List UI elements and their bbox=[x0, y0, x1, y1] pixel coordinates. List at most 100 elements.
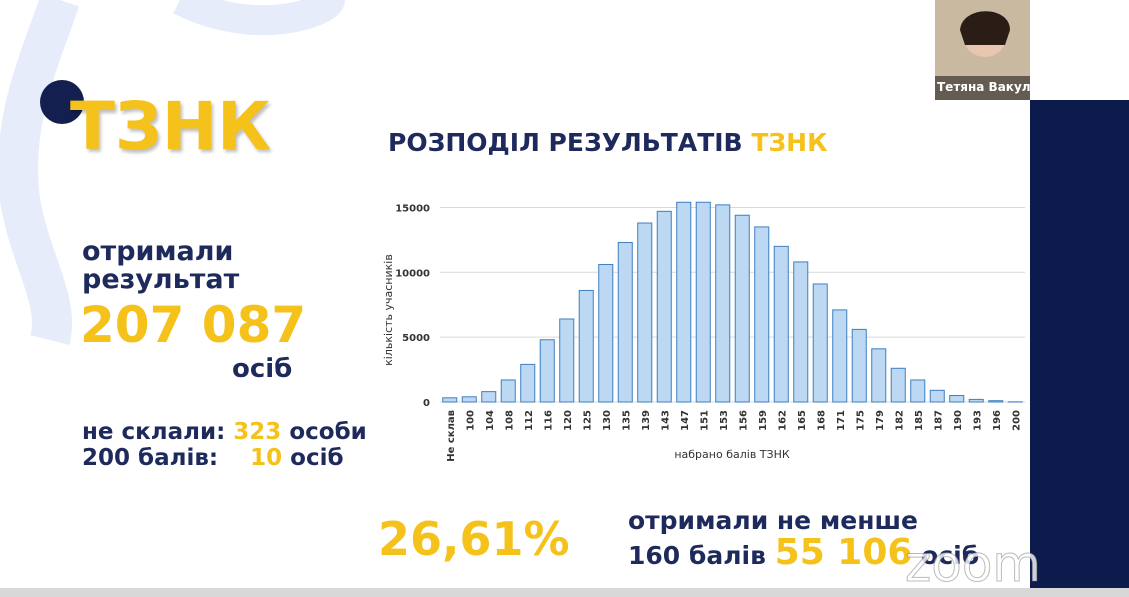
x-tick-label: 182 bbox=[894, 410, 905, 431]
name-bar bbox=[935, 76, 1030, 100]
presenter-hair bbox=[960, 11, 1010, 45]
bar bbox=[500, 379, 516, 403]
x-tick-label: 159 bbox=[758, 410, 769, 431]
text: не склали: 323 особи bbox=[82, 419, 367, 445]
x-tick-label: 185 bbox=[914, 410, 925, 431]
y-tick-label: 10000 bbox=[395, 268, 430, 279]
x-tick-label: 120 bbox=[563, 410, 574, 431]
bar bbox=[559, 318, 575, 403]
blank bbox=[1030, 0, 1129, 100]
x-tick-label: 171 bbox=[836, 410, 847, 431]
title: РОЗПОДІЛ РЕЗУЛЬТАТІВ bbox=[388, 128, 752, 157]
label: не склали: bbox=[82, 419, 226, 445]
text: 200 балів: 10 осіб bbox=[82, 445, 344, 471]
x-tick-label: 179 bbox=[875, 410, 886, 431]
x-tick-label: 139 bbox=[641, 410, 652, 431]
x-tick-label: 187 bbox=[933, 410, 944, 431]
bar bbox=[442, 397, 458, 403]
x-tick-label: 156 bbox=[738, 410, 749, 431]
x-tick-label: 196 bbox=[992, 410, 1003, 431]
logo-dot bbox=[40, 80, 84, 124]
bar bbox=[637, 222, 653, 403]
text: отримали не менше bbox=[628, 506, 919, 535]
bar bbox=[598, 264, 614, 403]
bar bbox=[617, 241, 633, 403]
bar bbox=[676, 201, 692, 403]
bar bbox=[773, 245, 789, 403]
bar bbox=[949, 395, 965, 403]
y-axis-label: кількість учасників bbox=[382, 254, 395, 366]
x-tick-label: 190 bbox=[953, 410, 964, 431]
bar bbox=[890, 367, 906, 403]
bar bbox=[715, 204, 731, 403]
unit: осіб bbox=[921, 541, 980, 570]
logo: ТЗНК bbox=[70, 88, 272, 165]
x-tick-label: Не склав bbox=[446, 410, 457, 462]
bar bbox=[656, 210, 672, 403]
bar bbox=[695, 201, 711, 403]
participant-name: Тетяна Вакул... bbox=[937, 80, 1045, 94]
unit: осіб bbox=[290, 445, 344, 471]
bar bbox=[734, 214, 750, 403]
x-tick-label: 165 bbox=[797, 410, 808, 431]
swirl bbox=[0, 0, 79, 345]
count: 55 106 bbox=[774, 532, 913, 573]
total: 207 087 bbox=[80, 296, 307, 354]
x-tick-label: 151 bbox=[699, 410, 710, 431]
bar bbox=[539, 339, 555, 403]
x-tick-label: 104 bbox=[485, 410, 496, 431]
bar bbox=[929, 389, 945, 403]
count: 323 bbox=[233, 419, 282, 445]
x-tick-label: 162 bbox=[777, 410, 788, 431]
label: 160 балів bbox=[628, 541, 766, 570]
x-tick-label: 116 bbox=[543, 410, 554, 431]
bar bbox=[461, 396, 477, 403]
x-tick-label: 135 bbox=[621, 410, 632, 431]
bar bbox=[832, 309, 848, 403]
bar bbox=[578, 289, 594, 403]
swirl bbox=[173, 0, 345, 36]
unit: особи bbox=[289, 419, 367, 445]
bar bbox=[910, 379, 926, 403]
y-tick-label: 5000 bbox=[402, 333, 430, 344]
text: 160 балів 55 106 осіб bbox=[628, 532, 979, 573]
text: осіб bbox=[232, 354, 293, 384]
x-tick-label: 108 bbox=[504, 410, 515, 431]
bar bbox=[988, 400, 1004, 403]
side-panel bbox=[1030, 100, 1129, 590]
x-tick-label: 143 bbox=[660, 410, 671, 431]
text: отримали bbox=[82, 236, 234, 267]
bar bbox=[968, 398, 984, 403]
x-tick-label: 130 bbox=[602, 410, 613, 431]
x-tick-label: 125 bbox=[582, 410, 593, 431]
count: 10 bbox=[250, 445, 283, 471]
chart-title: РОЗПОДІЛ РЕЗУЛЬТАТІВ ТЗНК bbox=[388, 128, 828, 157]
x-tick-label: 168 bbox=[816, 410, 827, 431]
y-tick-label: 0 bbox=[423, 398, 430, 409]
x-tick-label: 200 bbox=[1011, 410, 1022, 431]
y-tick-label: 15000 bbox=[395, 203, 430, 214]
slide bbox=[0, 0, 1030, 590]
bar bbox=[793, 261, 809, 403]
zoom-watermark: zoom bbox=[904, 535, 1042, 594]
x-tick-label: 153 bbox=[719, 410, 730, 431]
x-tick-label: 112 bbox=[524, 410, 535, 431]
x-tick-label: 175 bbox=[855, 410, 866, 431]
bar bbox=[851, 328, 867, 403]
x-tick-label: 147 bbox=[680, 410, 691, 431]
bar bbox=[871, 348, 887, 403]
bar bbox=[520, 363, 536, 403]
text: результат bbox=[82, 264, 240, 295]
title-highlight: ТЗНК bbox=[751, 128, 828, 157]
x-axis-label: набрано балів ТЗНК bbox=[674, 448, 789, 461]
percent: 26,61% bbox=[378, 512, 570, 566]
bar bbox=[812, 283, 828, 403]
bar bbox=[481, 391, 497, 403]
x-tick-label: 100 bbox=[465, 410, 476, 431]
bar bbox=[754, 226, 770, 403]
bottom-bar bbox=[0, 588, 1129, 597]
x-tick-label: 193 bbox=[972, 410, 983, 431]
